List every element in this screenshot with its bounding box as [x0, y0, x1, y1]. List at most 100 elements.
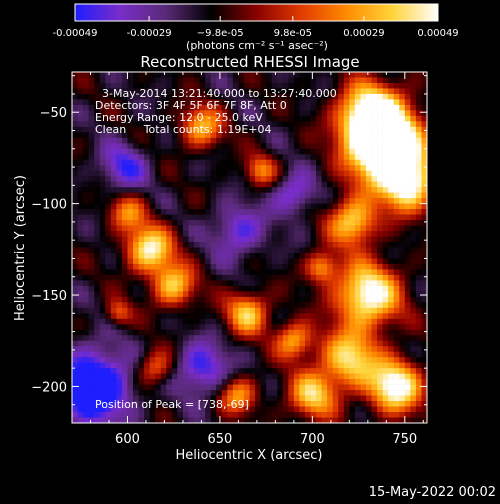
heatmap-cell: [338, 137, 345, 144]
heatmap-cell: [194, 302, 200, 309]
heatmap-cell: [199, 181, 206, 188]
heatmap-cell: [88, 357, 95, 363]
heatmap-cell: [99, 291, 106, 298]
heatmap-cell: [327, 373, 334, 380]
heatmap-cell: [316, 263, 322, 270]
heatmap-cell: [188, 104, 195, 111]
heatmap-cell: [121, 203, 128, 210]
heatmap-cell: [238, 137, 245, 144]
heatmap-cell: [149, 307, 156, 314]
heatmap-cell: [72, 159, 78, 166]
heatmap-cell: [149, 395, 156, 402]
heatmap-cell: [321, 362, 328, 369]
heatmap-cell: [199, 252, 206, 259]
heatmap-cell: [133, 148, 139, 155]
heatmap-cell: [232, 181, 239, 188]
heatmap-cell: [410, 220, 417, 226]
heatmap-cell: [83, 302, 89, 309]
heatmap-cell: [393, 351, 400, 358]
heatmap-cell: [371, 231, 378, 237]
heatmap-cell: [249, 176, 256, 182]
heatmap-cell: [88, 329, 95, 336]
heatmap-cell: [288, 401, 295, 407]
heatmap-cell: [415, 104, 422, 111]
heatmap-cell: [243, 231, 250, 237]
heatmap-cell: [77, 110, 84, 117]
heatmap-cell: [138, 220, 145, 226]
heatmap-cell: [349, 318, 356, 325]
heatmap-cell: [182, 110, 189, 117]
heatmap-cell: [388, 137, 395, 144]
heatmap-cell: [316, 346, 322, 352]
heatmap-cell: [304, 93, 311, 100]
heatmap-cell: [238, 357, 245, 363]
heatmap-cell: [327, 395, 334, 402]
heatmap-cell: [282, 417, 289, 423]
heatmap-cell: [310, 368, 317, 374]
heatmap-cell: [371, 329, 378, 336]
heatmap-cell: [393, 384, 400, 391]
heatmap-cell: [166, 187, 173, 193]
heatmap-cell: [293, 346, 300, 352]
heatmap-cell: [210, 247, 217, 254]
heatmap-cell: [338, 329, 345, 336]
heatmap-cell: [293, 93, 300, 100]
heatmap-cell: [72, 274, 78, 281]
heatmap-cell: [166, 417, 173, 423]
heatmap-cell: [182, 115, 189, 122]
heatmap-cell: [316, 357, 322, 363]
heatmap-cell: [238, 401, 245, 407]
heatmap-cell: [371, 88, 378, 95]
heatmap-cell: [293, 351, 300, 358]
heatmap-cell: [249, 72, 256, 78]
heatmap-cell: [199, 274, 206, 281]
heatmap-cell: [332, 313, 339, 320]
heatmap-cell: [365, 258, 372, 265]
heatmap-cell: [282, 252, 289, 259]
heatmap-cell: [232, 93, 239, 100]
heatmap-cell: [354, 236, 361, 243]
heatmap-cell: [94, 362, 101, 369]
heatmap-cell: [321, 379, 328, 385]
heatmap-cell: [354, 247, 361, 254]
heatmap-cell: [116, 291, 123, 298]
heatmap-cell: [144, 72, 150, 78]
heatmap-cell: [377, 82, 383, 89]
heatmap-cell: [160, 346, 167, 352]
heatmap-cell: [133, 93, 139, 100]
heatmap-cell: [166, 236, 173, 243]
heatmap-cell: [99, 132, 106, 139]
heatmap-cell: [271, 296, 278, 303]
heatmap-cell: [166, 203, 173, 210]
heatmap-cell: [282, 137, 289, 144]
heatmap-cell: [138, 99, 145, 106]
heatmap-cell: [144, 280, 150, 287]
heatmap-cell: [160, 198, 167, 204]
heatmap-cell: [194, 72, 200, 78]
heatmap-cell: [110, 307, 117, 314]
heatmap-cell: [88, 132, 95, 139]
heatmap-cell: [171, 417, 178, 423]
heatmap-cell: [205, 357, 211, 363]
heatmap-cell: [127, 187, 134, 193]
heatmap-cell: [266, 357, 272, 363]
heatmap-cell: [232, 242, 239, 248]
heatmap-cell: [188, 258, 195, 265]
heatmap-cell: [238, 412, 245, 418]
heatmap-cell: [166, 395, 173, 402]
heatmap-cell: [227, 154, 234, 161]
heatmap-cell: [243, 137, 250, 144]
heatmap-cell: [166, 401, 173, 407]
heatmap-cell: [149, 159, 156, 166]
heatmap-cell: [371, 209, 378, 215]
heatmap-cell: [393, 362, 400, 369]
heatmap-cell: [388, 252, 395, 259]
heatmap-cell: [216, 340, 223, 347]
heatmap-cell: [99, 417, 106, 423]
heatmap-cell: [277, 357, 284, 363]
heatmap-cell: [260, 280, 267, 287]
heatmap-cell: [110, 82, 117, 89]
heatmap-cell: [393, 115, 400, 122]
heatmap-cell: [133, 225, 139, 232]
heatmap-cell: [160, 72, 167, 78]
